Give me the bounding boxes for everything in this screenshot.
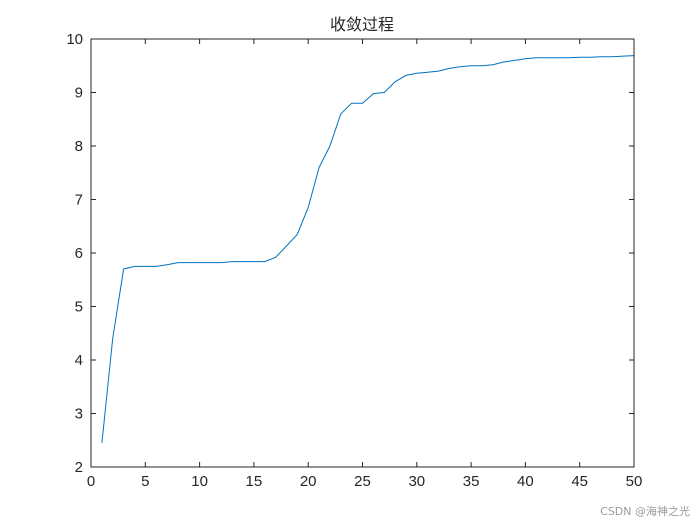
x-tick-label: 0: [87, 473, 95, 490]
y-tick-label: 4: [75, 352, 83, 369]
y-tick-label: 8: [75, 138, 83, 155]
plot-frame: [90, 38, 635, 468]
series-group: [101, 55, 635, 443]
y-tick-label: 10: [66, 31, 83, 48]
plot-background: [91, 39, 634, 467]
y-tick-label: 2: [75, 459, 83, 476]
x-tick-label: 35: [463, 473, 480, 490]
x-tick-label: 15: [246, 473, 263, 490]
x-tick-label: 45: [571, 473, 588, 490]
x-tick-label: 40: [517, 473, 534, 490]
y-tick-label: 6: [75, 245, 83, 262]
x-tick-label: 10: [191, 473, 208, 490]
y-tick-label: 5: [75, 299, 83, 316]
x-tick-label: 50: [626, 473, 643, 490]
x-tick-label: 30: [408, 473, 425, 490]
watermark: CSDN @海神之光: [600, 505, 690, 518]
x-tick-label: 20: [300, 473, 317, 490]
y-tick-label: 7: [75, 192, 83, 209]
chart-title: 收敛过程: [330, 15, 394, 34]
y-tick-label: 9: [75, 85, 83, 102]
x-tick-label: 25: [354, 473, 371, 490]
y-tick-label: 3: [75, 406, 83, 423]
x-tick-label: 5: [141, 473, 149, 490]
series-line: [101, 55, 635, 443]
